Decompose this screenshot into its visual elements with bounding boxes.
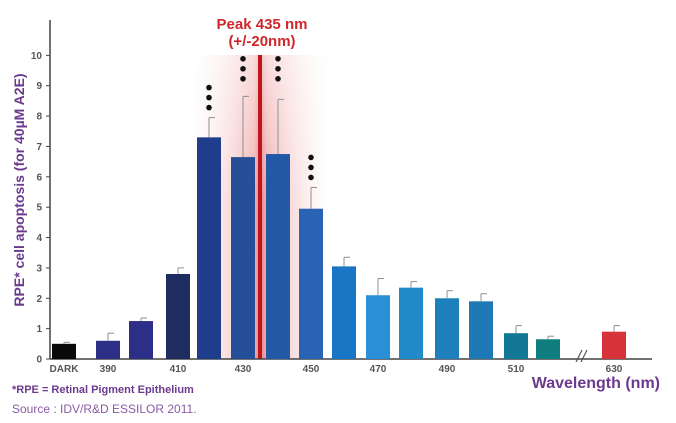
bar-630 [602,331,626,359]
significance-dot [275,55,281,62]
peak-center-line [258,55,262,359]
x-tick-label: 470 [370,364,387,375]
axis-break-icon [575,349,588,363]
y-tick-label: 6 [36,172,42,183]
y-tick-label: 7 [36,142,42,153]
y-tick-label: 10 [31,51,43,62]
bar-460 [332,266,356,359]
significance-dot [275,65,281,72]
significance-dot [275,75,281,82]
bar-470 [366,295,390,359]
y-tick-label: 1 [36,324,42,335]
x-tick-label: 390 [100,364,117,375]
x-axis-ticks: DARK 390 410 430 450 470 490 510 630 [50,364,623,375]
y-tick-label: 4 [36,233,42,244]
y-axis-title: RPE* cell apoptosis (for 40µM A2E) [11,73,27,306]
y-tick-label: 9 [36,81,42,92]
bar-520 [536,339,560,359]
x-tick-label: 510 [508,364,525,375]
bar-440 [266,154,290,359]
y-axis-ticks: 0 1 2 3 4 5 6 7 8 9 10 [31,51,50,366]
x-tick-label: 410 [170,364,187,375]
significance-dot [240,75,246,82]
bar-490 [435,298,459,359]
bar-500 [469,301,493,359]
bar-480 [399,287,423,359]
significance-dot [206,84,212,91]
x-tick-label: 630 [606,364,623,375]
peak-range-label: (+/-20nm) [228,33,295,50]
bar-400 [129,321,153,359]
bar-390 [96,340,120,359]
significance-dot [240,65,246,72]
significance-dot [206,94,212,101]
significance-dots-group [206,55,314,181]
bar-dark [52,343,76,359]
bar-510 [504,333,528,359]
y-tick-label: 0 [36,355,42,366]
bar-450 [299,208,323,359]
x-tick-label: 490 [439,364,456,375]
y-tick-label: 5 [36,203,42,214]
significance-dot [308,154,314,161]
peak-label: Peak 435 nm [217,16,308,33]
x-tick-label: 430 [235,364,252,375]
y-tick-label: 2 [36,294,42,305]
significance-dot [308,174,314,181]
significance-dot [308,164,314,171]
error-bars-group [63,95,620,344]
significance-dot [240,55,246,62]
bars-group [52,137,626,359]
source-note: Source : IDV/R&D ESSILOR 2011. [12,402,197,416]
bar-430 [231,157,255,359]
y-tick-label: 8 [36,112,42,123]
x-axis-title: Wavelength (nm) [532,375,660,392]
bar-420 [197,137,221,359]
x-tick-label: 450 [303,364,320,375]
footnote: *RPE = Retinal Pigment Epithelium [12,384,194,396]
significance-dot [206,104,212,111]
bar-410 [166,273,190,359]
y-tick-label: 3 [36,263,42,274]
x-tick-label: DARK [50,364,80,375]
